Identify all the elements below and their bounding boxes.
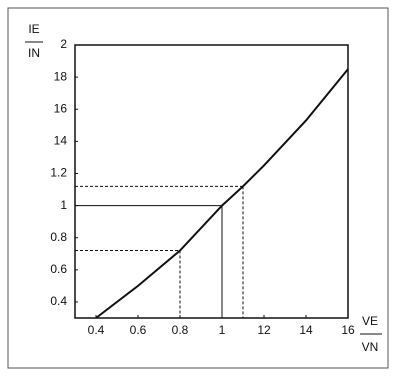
x-tick-label: 0.4 <box>88 323 105 337</box>
y-tick-label: 1.2 <box>50 166 67 180</box>
x-tick-label: 12 <box>257 323 271 337</box>
y-tick-label: 0.4 <box>50 294 67 308</box>
x-tick-label: 1 <box>219 323 226 337</box>
plot-frame <box>74 44 349 319</box>
x-tick-label: 0.6 <box>130 323 147 337</box>
outer-frame <box>7 7 389 369</box>
curve <box>95 68 349 319</box>
y-tick-label: 1 <box>60 198 67 212</box>
x-label-denominator: VN <box>362 340 379 354</box>
x-label-numerator: VE <box>362 314 378 328</box>
x-tick-label: 16 <box>341 323 355 337</box>
x-tick-label: 0.8 <box>172 323 189 337</box>
y-tick-label: 0.8 <box>50 230 67 244</box>
y-tick-label: 18 <box>54 69 68 83</box>
y-tick-label: 2 <box>60 37 67 51</box>
x-tick-label: 14 <box>299 323 313 337</box>
y-tick-label: 14 <box>54 134 68 148</box>
y-label-numerator: IE <box>28 22 39 36</box>
y-label-denominator: IN <box>28 46 40 60</box>
y-tick-label: 16 <box>54 101 68 115</box>
y-tick-label: 0.6 <box>50 262 67 276</box>
